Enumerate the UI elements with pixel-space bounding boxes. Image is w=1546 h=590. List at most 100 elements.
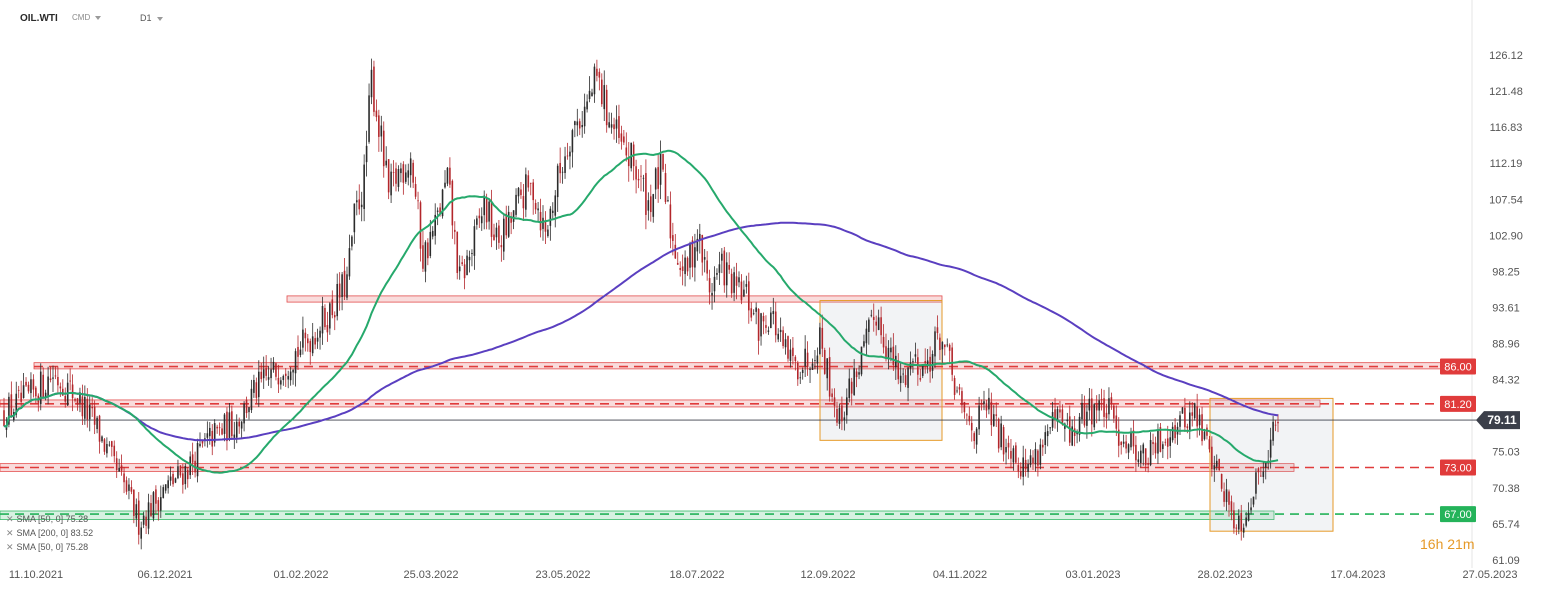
candle-body [1208, 439, 1211, 450]
candle-body [120, 465, 123, 471]
candle-body [368, 95, 370, 142]
candle-body [571, 130, 574, 153]
candle-body [240, 421, 243, 429]
candle-body [196, 443, 199, 477]
candle-body [809, 368, 811, 370]
legend-label: SMA [200, 0] 83.52 [16, 528, 94, 538]
candle-body [983, 401, 985, 405]
candle-body [387, 159, 390, 193]
candle-body [86, 398, 89, 420]
candle-body [552, 210, 554, 213]
legend-label: SMA [50, 0] 75.28 [16, 542, 89, 552]
y-tick-label: 75.03 [1492, 447, 1520, 459]
candle-body [831, 393, 833, 397]
x-tick-label: 01.02.2022 [273, 569, 328, 581]
close-icon[interactable]: ✕ [6, 514, 14, 524]
candle-body [694, 247, 696, 268]
legend-item-sma200[interactable]: ✕ SMA [200, 0] 83.52 [6, 527, 93, 539]
candle-body [311, 336, 314, 354]
candle-body [52, 377, 54, 379]
candle-body [250, 388, 253, 411]
legend-item-sma50-b[interactable]: ✕ SMA [50, 0] 75.28 [6, 541, 88, 553]
candle-body [1137, 459, 1140, 463]
candle-body [549, 208, 552, 226]
candle-body [476, 218, 478, 225]
candle-body [1215, 460, 1218, 467]
legend-label: SMA [50, 0] 75.28 [16, 514, 89, 524]
candle-body [1142, 444, 1145, 454]
candle-body [811, 363, 814, 370]
candle-body [1076, 432, 1078, 435]
candle-body [213, 423, 216, 443]
level-badge-81.20 [1440, 395, 1476, 412]
symbol-label[interactable]: OIL.WTI [20, 13, 58, 24]
candle-body [130, 487, 133, 492]
y-tick-label: 121.48 [1489, 86, 1523, 98]
candle-body [814, 360, 816, 361]
candle-body [1252, 496, 1255, 505]
candle-body [559, 162, 561, 174]
candle-body [392, 172, 395, 173]
candle-body [1193, 403, 1196, 419]
close-icon[interactable]: ✕ [6, 542, 14, 552]
candle-body [223, 414, 226, 434]
candle-body [806, 352, 809, 367]
level-badge-73.00 [1440, 459, 1476, 476]
candle-body [1017, 465, 1020, 472]
candle-body [970, 422, 973, 431]
candle-body [209, 427, 211, 437]
candle-body [1100, 398, 1103, 400]
candle-body [346, 274, 348, 298]
legend-item-sma50[interactable]: ✕ SMA [50, 0] 75.28 [6, 513, 88, 525]
candle-body [262, 369, 265, 379]
candle-body [375, 110, 378, 118]
candle-body [1039, 444, 1042, 465]
candle-body [343, 270, 346, 297]
candle-body [1240, 512, 1243, 531]
candle-body [5, 427, 8, 430]
candle-body [995, 414, 998, 416]
candle-body [520, 189, 522, 196]
candle-body [157, 500, 160, 511]
candle-body [635, 166, 637, 180]
candle-body [527, 175, 530, 188]
candle-body [125, 480, 128, 492]
candle-body [782, 330, 784, 346]
candle-body [755, 307, 757, 312]
candle-body [512, 210, 515, 222]
candle-body [493, 234, 495, 241]
close-icon[interactable]: ✕ [6, 528, 14, 538]
candle-body [703, 257, 706, 260]
candle-body [348, 248, 351, 277]
candle-body [936, 327, 939, 334]
exchange-selector[interactable]: CMD [72, 13, 102, 22]
candle-body [569, 151, 571, 157]
candle-body [1049, 427, 1051, 429]
last-price-badge [1476, 411, 1520, 430]
candle-body [336, 283, 338, 317]
candle-body [1223, 491, 1225, 502]
candle-body [586, 101, 588, 110]
candle-body [735, 276, 738, 286]
candle-body [770, 312, 772, 329]
candle-body [39, 371, 42, 405]
candle-body [1125, 441, 1127, 449]
candle-body [1002, 427, 1005, 455]
candle-body [1230, 501, 1233, 512]
y-tick-label: 107.54 [1489, 194, 1523, 206]
candle-body [728, 264, 730, 270]
timeframe-selector[interactable]: D1 [140, 13, 163, 23]
candle-body [463, 264, 466, 279]
candle-body [872, 316, 875, 320]
candle-body [733, 272, 735, 293]
candle-body [576, 121, 579, 126]
candle-body [434, 214, 436, 236]
candle-body [1140, 450, 1142, 463]
candle-body [1117, 429, 1120, 446]
candle-body [564, 156, 566, 173]
candle-body [316, 337, 319, 342]
candle-body [155, 489, 157, 504]
candle-body [405, 172, 407, 182]
candle-body [1274, 424, 1277, 426]
